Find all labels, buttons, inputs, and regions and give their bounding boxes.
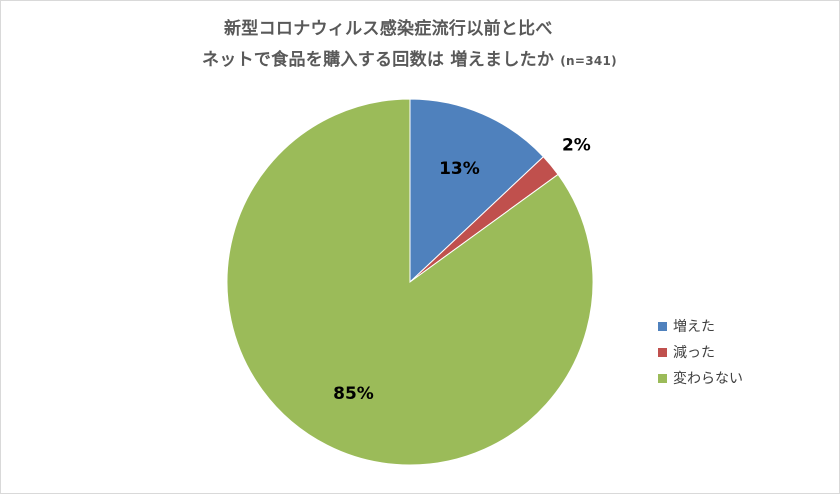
sample-size-note: (n=341)	[560, 54, 617, 68]
data-label-increased: 13%	[439, 159, 480, 179]
chart-subtitle-row: ネットで食品を購入する回数は 増えましたか (n=341)	[202, 45, 660, 70]
chart-legend: 増えた 減った 変わらない	[658, 313, 743, 391]
legend-swatch-increased	[658, 321, 667, 331]
legend-label-unchanged: 変わらない	[673, 371, 743, 387]
pie-slice-increased	[409, 98, 545, 284]
chart-title-block: 新型コロナウィルス感染症流行以前と比べ ネットで食品を購入する回数は 増えました…	[200, 14, 660, 70]
chart-subtitle: ネットで食品を購入する回数は 増えましたか	[202, 50, 555, 70]
legend-item-decreased: 減った	[658, 339, 743, 365]
legend-swatch-decreased	[658, 347, 667, 357]
pie-slice-unchanged	[226, 98, 594, 466]
legend-label-decreased: 減った	[673, 345, 715, 361]
data-label-unchanged: 85%	[333, 384, 374, 404]
data-label-decreased: 2%	[562, 135, 591, 155]
legend-label-increased: 増えた	[673, 319, 715, 335]
legend-item-unchanged: 変わらない	[658, 365, 743, 391]
legend-swatch-unchanged	[658, 373, 667, 383]
legend-item-increased: 増えた	[658, 313, 743, 339]
chart-title: 新型コロナウィルス感染症流行以前と比べ	[224, 19, 553, 39]
